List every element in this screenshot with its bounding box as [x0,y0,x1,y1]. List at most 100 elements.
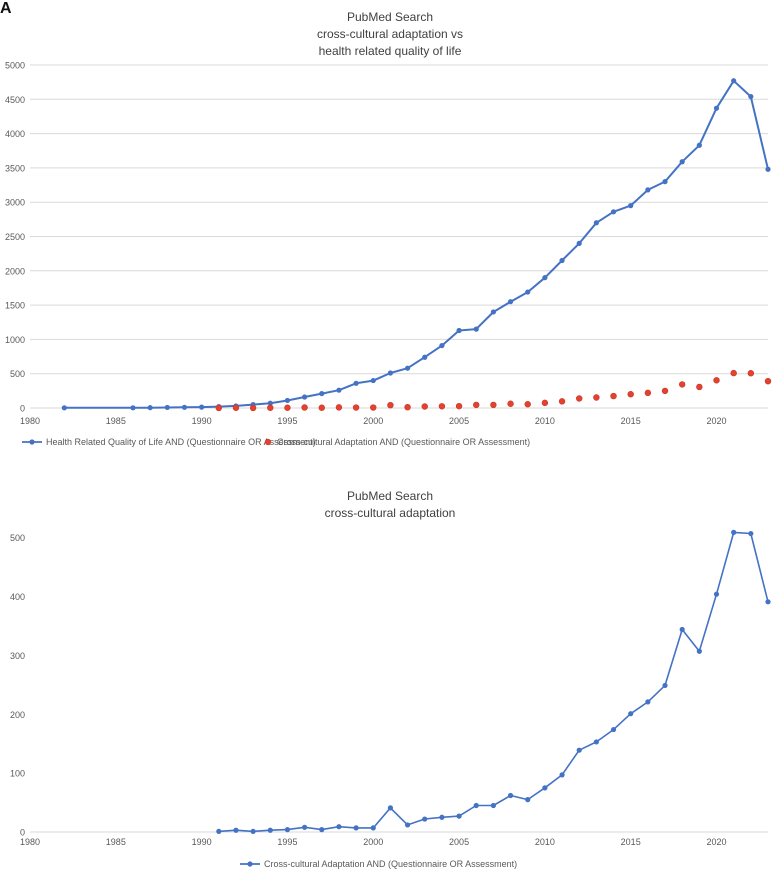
x-tick-label: 1990 [192,416,212,426]
data-point [250,828,256,835]
data-point [456,327,462,334]
y-tick-label: 500 [10,369,25,379]
data-point [370,377,376,384]
y-tick-label: 100 [10,769,25,779]
data-point [610,726,617,733]
data-point [404,365,411,371]
data-point [215,404,222,412]
data-point [576,747,582,753]
data-point [387,401,394,409]
data-point [404,403,411,411]
y-tick-label: 200 [10,710,25,720]
y-tick-label: 5000 [5,61,25,71]
data-point [336,387,342,393]
data-point [284,827,291,833]
data-point [765,599,771,605]
data-point [696,383,703,391]
data-point [422,354,428,360]
data-point [558,398,566,405]
data-point [352,404,360,411]
data-point [748,530,754,537]
y-tick-label: 1500 [5,301,25,311]
chart-subtitle: cross-cultural adaptation [325,506,456,520]
y-tick-label: 500 [10,533,25,543]
y-tick-label: 4500 [5,95,25,105]
x-tick-label: 1980 [20,837,40,847]
chart-title: PubMed Search [347,10,433,24]
legend-marker [247,861,253,867]
data-point [164,404,170,411]
data-point [662,179,668,185]
x-tick-label: 2010 [535,837,555,847]
chart-title: PubMed Search [347,489,433,503]
series-1 [216,529,771,835]
data-point [490,309,496,315]
data-point [610,392,617,400]
legend-entry: Cross-cultural Adaptation AND (Questionn… [264,437,530,447]
data-point [678,381,686,388]
series-line [218,531,769,833]
data-point [525,797,531,803]
data-point [421,403,428,410]
data-point [319,390,325,397]
data-point [456,813,462,819]
data-point [524,401,531,408]
data-point [747,370,755,377]
legend-marker [264,438,272,446]
data-point [302,394,308,400]
data-point [267,400,273,406]
y-tick-label: 1000 [5,335,25,345]
data-point [696,648,702,654]
y-tick-label: 3500 [5,163,25,173]
chart-subtitle: cross-cultural adaptation vs [317,27,463,41]
y-tick-label: 400 [10,592,25,602]
data-point [387,805,394,811]
data-point [628,203,634,209]
data-point [628,711,634,717]
x-tick-label: 2020 [706,837,726,847]
data-point [610,209,617,215]
data-point [267,404,274,411]
chart-hrqol-vs-cca: PubMed Search cross-cultural adaptation v… [5,10,772,447]
data-point [302,824,308,830]
data-point [490,802,496,809]
data-point [439,814,445,820]
data-point [353,380,359,386]
y-tick-label: 2000 [5,266,25,276]
legend-label: Health Related Quality of Life AND (Ques… [46,437,316,447]
data-point [748,93,754,100]
data-point [713,377,720,384]
data-point [679,159,685,165]
x-tick-label: 1990 [192,837,212,847]
x-tick-label: 2005 [449,416,469,426]
data-point [181,404,188,410]
data-point [267,827,273,833]
data-point [593,220,599,226]
data-point [455,402,463,410]
x-tick-label: 2015 [621,416,641,426]
panel-label: A [0,0,12,17]
data-point [593,394,600,401]
data-point [541,399,549,407]
data-point [473,802,479,809]
data-point [559,772,565,778]
data-point [661,387,669,395]
legend-label: Cross-cultural Adaptation AND (Questionn… [264,859,517,869]
data-point [730,369,737,377]
data-point [319,827,325,833]
data-point [147,405,153,411]
chart-subtitle: health related quality of life [319,44,462,58]
data-point [507,299,514,305]
data-point [216,828,222,835]
x-tick-label: 2005 [449,837,469,847]
data-point [249,404,257,412]
x-tick-label: 1985 [106,837,126,847]
data-point [199,404,205,410]
data-point [439,342,445,349]
data-point [731,529,737,535]
y-tick-label: 2500 [5,232,25,242]
series-line [64,79,769,409]
data-point [61,405,67,411]
